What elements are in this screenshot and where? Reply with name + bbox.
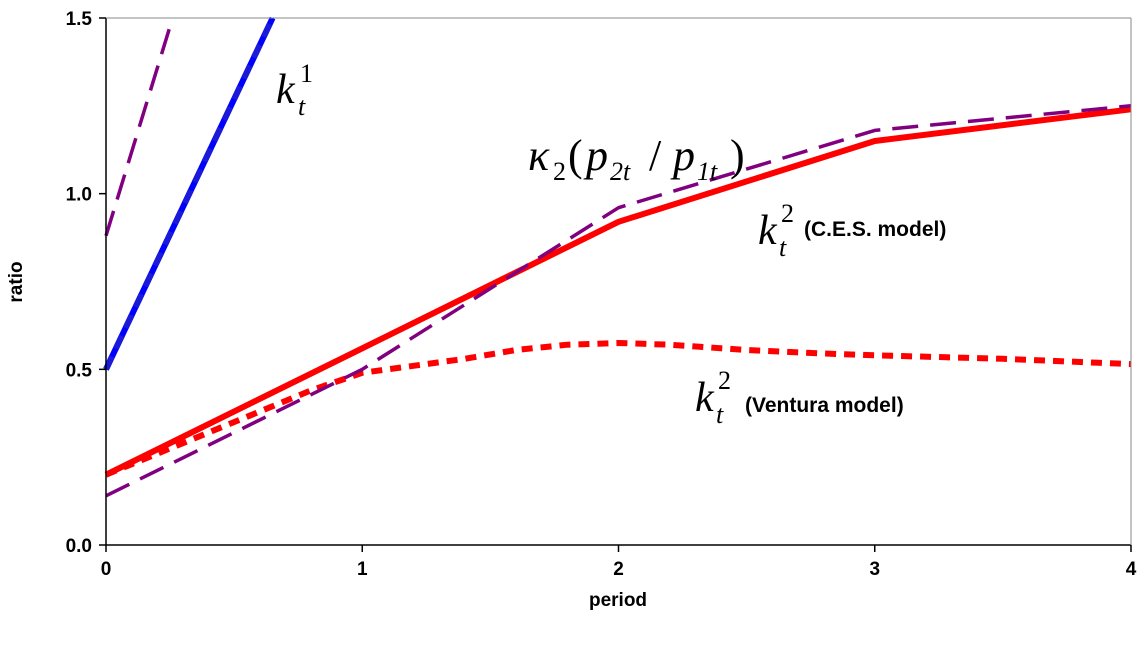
x-axis-title: period: [589, 590, 647, 611]
annotation-kappa2-sub-a: 2t: [610, 157, 631, 186]
series-line-k1-approx: [103, 16, 276, 371]
series-line-k2-ventura: [104, 340, 1132, 478]
annotation-k2-ces-sup: 2: [781, 199, 794, 228]
series-line-kappa1-approx: [104, 17, 175, 237]
y-axis-title: ratio: [6, 261, 27, 302]
annotation-k2-ventura: k t 2 (Ventura model): [695, 366, 904, 429]
annotation-kappa2-sub: 2: [553, 157, 566, 186]
series-line-kappa2-approx: [105, 104, 1132, 498]
series-layer: [103, 16, 1132, 498]
x-tick-label: 3: [869, 559, 880, 580]
y-tick-label: 0.0: [66, 536, 92, 557]
y-tick-label: 0.5: [66, 360, 93, 381]
annotation-k1: k t 1: [276, 59, 313, 121]
annotation-k2-ces-base: k: [758, 208, 778, 254]
annotation-kappa2-p-a: p: [583, 131, 608, 180]
annotation-k1-base: k: [276, 67, 296, 113]
annotation-kappa2-open: (: [568, 131, 583, 180]
annotation-k1-sub: t: [298, 92, 306, 121]
annotation-kappa2-close: ): [730, 131, 745, 180]
annotation-k2-ventura-label: (Ventura model): [745, 394, 904, 417]
annotation-kappa2-sub-b: 1t: [697, 157, 718, 186]
x-tick-label: 1: [357, 559, 368, 580]
annotation-kappa2: κ 2 ( p 2t / p 1t ): [528, 131, 745, 186]
annotation-kappa2-slash: /: [649, 131, 662, 180]
x-tick-label: 4: [1126, 559, 1137, 580]
annotation-k2-ventura-sub: t: [716, 400, 724, 429]
annotation-k2-ces-sub: t: [779, 233, 787, 262]
y-tick-label: 1.0: [66, 185, 92, 206]
annotation-kappa2-symbol: κ: [528, 131, 550, 180]
annotation-k1-sup: 1: [300, 59, 313, 88]
axes: [105, 17, 1132, 546]
annotation-k2-ces-label: (C.E.S. model): [804, 218, 946, 241]
annotation-k2-ventura-base: k: [695, 375, 715, 421]
series-line-k2-ces: [104, 106, 1132, 478]
x-tick-label: 2: [613, 559, 624, 580]
tick-layer: 0 1 2 3 4 0.0 0.5 1.0 1.5: [66, 9, 1137, 580]
y-tick-label: 1.5: [66, 9, 93, 30]
annotation-kappa2-p-b: p: [670, 131, 695, 180]
annotation-k2-ces: k t 2 (C.E.S. model): [758, 199, 946, 262]
annotation-k2-ventura-sup: 2: [718, 366, 731, 395]
x-tick-label: 0: [101, 559, 112, 580]
